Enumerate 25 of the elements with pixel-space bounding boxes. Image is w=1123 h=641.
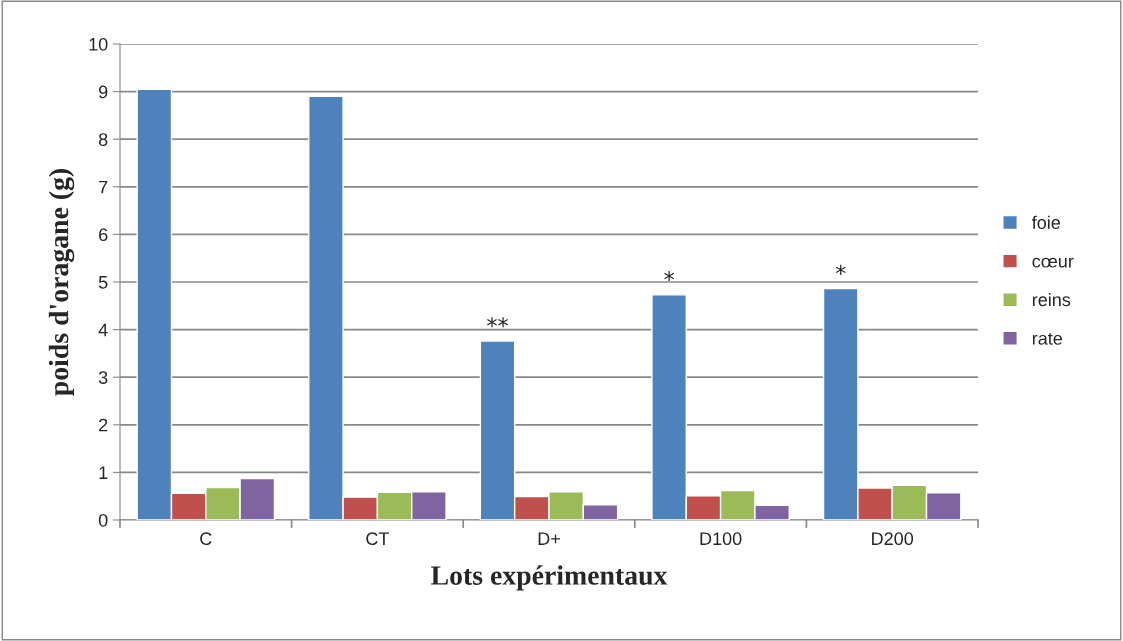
data-label: ** [487,317,508,328]
y-tick-label: 2 [99,418,108,432]
y-tick-label: 5 [98,276,108,289]
y-tick-label: 8 [98,133,108,146]
y-axis-title: poids d'oragane (g) [48,169,75,396]
data-label: * [664,270,675,282]
y-tick-label: 3 [98,371,108,384]
y-tick-label: 9 [99,85,108,99]
x-tick-label: CT [366,532,390,546]
legend-label: foie [1031,215,1061,229]
x-tick-label: C [200,532,212,546]
y-tick-label: 0 [98,513,108,527]
x-tick-label: D100 [700,532,742,546]
legend-label: rate [1032,332,1063,345]
y-tick-label: 10 [89,37,108,51]
x-tick-label: D200 [872,532,914,546]
y-tick-label: 4 [98,323,108,337]
y-tick-label: 7 [99,180,108,194]
data-label: * [835,264,846,275]
legend-label: reins [1032,292,1071,307]
x-axis-title: Lots expérimentaux [431,565,668,591]
x-tick-label: D+ [538,532,560,545]
y-tick-label: 1 [99,466,108,479]
y-tick-label: 6 [99,228,108,242]
legend-label: cœur [1032,257,1074,268]
